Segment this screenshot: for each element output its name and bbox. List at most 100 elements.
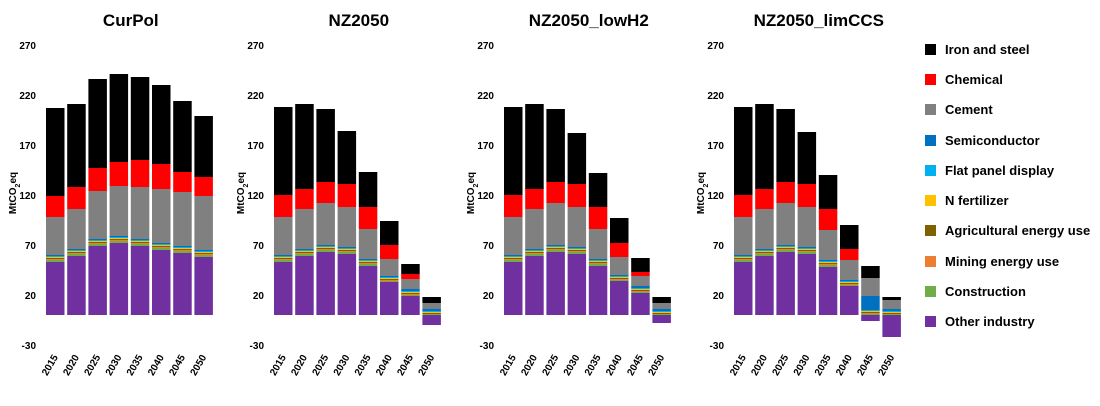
bar-segment-semi (861, 296, 880, 310)
bar-segment-chemical (88, 168, 107, 191)
x-tick-label: 2030 (562, 353, 583, 378)
bar-segment-iron (67, 104, 86, 187)
bar-segment-chemical (546, 182, 565, 203)
bar-segment-semi (422, 309, 441, 311)
x-tick-label: 2035 (353, 353, 374, 378)
bar-segment-construction (546, 250, 565, 252)
bar-segment-semi (380, 276, 399, 277)
bar-segment-semi (504, 255, 523, 256)
y-axis-label: MtCO2eq (466, 172, 480, 214)
bar-segment-construction (652, 314, 671, 315)
bar-segment-cement (194, 196, 213, 250)
bar-segment-construction (504, 260, 523, 262)
bar-segment-fpd (274, 256, 293, 257)
y-tick-label: 70 (25, 241, 37, 252)
bar-segment-cement (776, 203, 795, 245)
x-tick-label: 2015 (728, 353, 749, 378)
bar-segment-iron (776, 109, 795, 182)
bar-segment-chemical (567, 184, 587, 207)
bar-segment-other (295, 256, 314, 315)
bar-segment-iron (380, 221, 399, 245)
x-tick-label: 2040 (374, 353, 395, 378)
legend-swatch (925, 255, 936, 267)
y-tick-label: 170 (477, 141, 494, 152)
bar-segment-agri (88, 242, 107, 243)
bar-segment-fpd (546, 246, 565, 247)
bar-segment-nfert (401, 292, 420, 293)
bar-segment-mining (567, 251, 587, 252)
bar-segment-cement (358, 229, 378, 259)
bar-segment-nfert (818, 262, 838, 263)
bar-segment-other (88, 246, 107, 315)
bar-segment-chemical (173, 172, 192, 192)
bar-segment-agri (861, 312, 880, 313)
bar-segment-iron (274, 107, 293, 195)
bar-segment-iron (337, 131, 357, 184)
x-tick-label: 2015 (40, 353, 61, 378)
bar-segment-chemical (337, 184, 357, 207)
bar-segment-iron (422, 297, 441, 303)
x-tick-label: 2020 (519, 353, 540, 378)
legend-label: Semiconductor (945, 132, 1040, 148)
bar-segment-cement (130, 187, 150, 239)
bar-segment-nfert (546, 247, 565, 248)
bar-segment-agri (588, 262, 608, 263)
bar-segment-chemical (504, 195, 523, 217)
bar-segment-semi (525, 249, 544, 250)
bar-segment-nfert (861, 311, 880, 312)
bar-segment-iron (194, 116, 213, 177)
y-tick-label: 70 (253, 241, 265, 252)
bar-segment-other (422, 315, 441, 325)
bar-segment-cement (109, 186, 129, 236)
bar-segment-agri (797, 250, 817, 251)
bar-segment-semi (46, 255, 65, 256)
bar-segment-agri (67, 252, 86, 253)
legend-swatch (925, 164, 936, 176)
legend-swatch (925, 73, 936, 85)
legend-swatch (925, 134, 936, 146)
bar-segment-agri (546, 248, 565, 249)
bar-segment-nfert (316, 247, 335, 248)
bar-segment-other (316, 252, 335, 315)
bar-segment-fpd (194, 251, 213, 252)
bar-segment-iron (610, 218, 629, 243)
bar-segment-cement (588, 229, 608, 259)
bar-segment-cement (422, 303, 441, 309)
bar-segment-fpd (882, 311, 901, 312)
bar-segment-construction (274, 260, 293, 262)
chart-panel: NZ2050_lowH2 270 220 170 120 70 20 -30 MtCO2eq 20… (466, 11, 671, 378)
y-tick-label: -30 (710, 341, 725, 352)
bar-segment-iron (882, 297, 901, 300)
bar-segment-other (755, 256, 774, 315)
y-tick-label: 220 (477, 91, 494, 102)
bar-segment-agri (422, 313, 441, 314)
legend-item-semi: Semiconductor (925, 125, 1097, 155)
y-tick-label: 120 (477, 191, 494, 202)
bar-segment-cement (88, 191, 107, 239)
bar-segment-cement (274, 217, 293, 255)
bar-segment-agri (652, 313, 671, 314)
legend: Iron and steel Chemical Cement Semiconducto… (925, 34, 1097, 337)
bar-segment-other (546, 252, 565, 315)
bar-segment-agri (525, 252, 544, 253)
bar-segment-construction (109, 241, 129, 243)
bar-segment-other (797, 254, 817, 315)
bar-segment-chemical (194, 177, 213, 196)
bar-segment-other (882, 315, 901, 337)
legend-item-other: Other industry (925, 307, 1097, 337)
chart-title: NZ2050_limCCS (754, 11, 884, 30)
bar-segment-chemical (525, 189, 544, 209)
bar-segment-iron (755, 104, 774, 189)
x-tick-label: 2040 (834, 353, 855, 378)
bar-segment-chemical (776, 182, 795, 203)
bar-segment-cement (755, 209, 774, 249)
legend-item-chemical: Chemical (925, 64, 1097, 94)
bar-segment-mining (734, 259, 753, 260)
bar-segment-construction (194, 255, 213, 257)
bar-segment-fpd (861, 310, 880, 311)
bar-segment-nfert (46, 257, 65, 258)
legend-label: Agricultural energy use (945, 223, 1091, 239)
bar-segment-semi (274, 255, 293, 256)
x-tick-label: 2045 (625, 353, 646, 378)
x-tick-label: 2015 (498, 353, 519, 378)
